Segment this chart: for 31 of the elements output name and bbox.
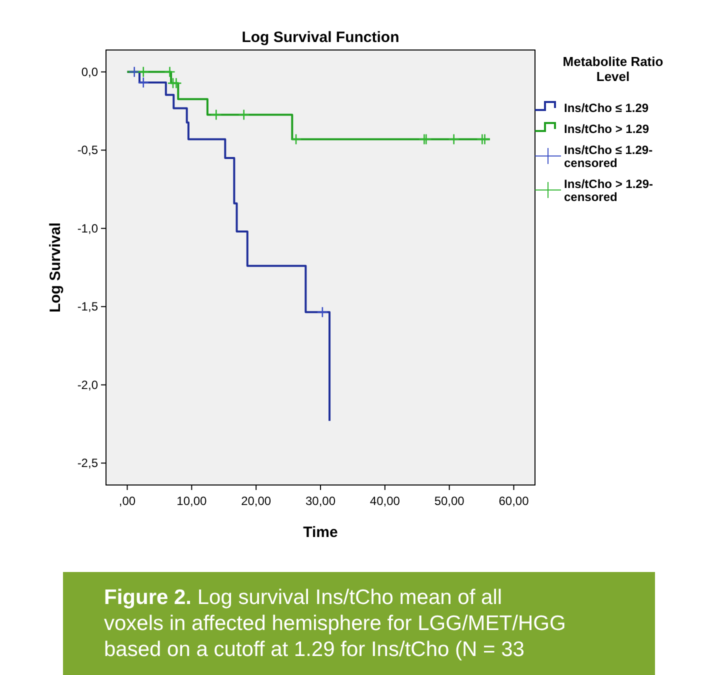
legend-label: Ins/tCho > 1.29	[564, 122, 650, 136]
point	[290, 134, 302, 145]
y-tick-label: -0,5	[77, 143, 98, 158]
x-tick-label: 20,00	[241, 494, 272, 508]
point	[448, 134, 460, 145]
point	[210, 109, 222, 120]
legend-label: Ins/tCho > 1.29-censored	[564, 177, 654, 204]
x-tick-label: 60,00	[498, 494, 530, 508]
x-tick-label: ,00	[118, 494, 136, 508]
x-tick-label: 30,00	[305, 494, 336, 508]
x-tick-label: 40,00	[370, 494, 400, 508]
x-axis-title: Time	[303, 524, 338, 541]
x-tick-label: 10,00	[176, 494, 208, 508]
point	[128, 66, 140, 78]
legend-label: Ins/tCho ≤ 1.29	[564, 101, 649, 115]
y-tick-label: 0,0	[81, 64, 98, 79]
y-tick-label: -2,0	[77, 378, 98, 392]
point	[164, 66, 176, 78]
point	[238, 109, 250, 120]
point	[138, 66, 150, 78]
legend-title: Metabolite Ratio Level	[562, 54, 664, 84]
y-axis-title: Log Survival	[47, 222, 64, 313]
point	[138, 76, 150, 88]
y-tick-label: -1,0	[77, 221, 98, 236]
legend-label: Ins/tCho ≤ 1.29-censored	[564, 143, 653, 170]
y-tick-label: -1,5	[77, 300, 98, 314]
caption: Figure 2. Log survival Ins/tCho mean of all voxels in affected hemisphere for LGG/MET/HGG based on a cutoff at 1.29 for Ins/tCho (N = 33	[104, 586, 566, 661]
point	[316, 306, 328, 318]
y-tick-label: -2,5	[77, 456, 98, 470]
x-tick-label: 50,00	[434, 494, 465, 508]
chart-title: Log Survival Function	[242, 29, 400, 46]
